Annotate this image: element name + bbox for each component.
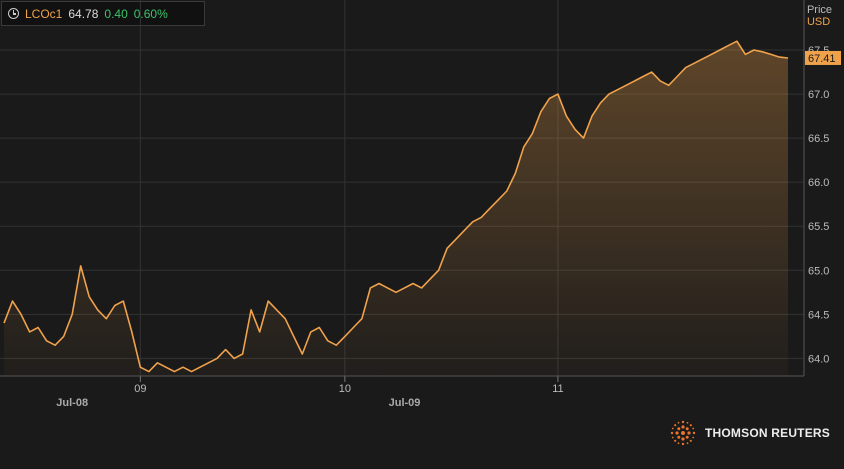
x-minor-tick-label: Jul-09	[389, 397, 421, 409]
y-tick-label: 65.0	[808, 265, 829, 277]
x-tick-label: 10	[339, 383, 351, 395]
y-tick-label: 65.5	[808, 221, 829, 233]
x-tick-label: 09	[134, 383, 146, 395]
reuters-dot-logo-icon	[670, 420, 696, 446]
currency-label: USD	[806, 16, 831, 28]
current-price-label: 67.41	[808, 53, 836, 65]
clock-icon	[8, 8, 19, 19]
y-tick-label: 67.0	[808, 89, 829, 101]
last-price: 64.78	[68, 6, 99, 21]
percent-change: 0.60%	[133, 6, 168, 21]
y-tick-label: 66.5	[808, 133, 829, 145]
y-tick-label: 64.5	[808, 309, 829, 321]
logo-text: THOMSON REUTERS	[704, 426, 830, 440]
y-tick-label: 64.0	[808, 353, 829, 365]
current-price-tag	[805, 50, 841, 65]
price-axis-header: Price USD	[807, 4, 832, 28]
price-change: 0.40	[104, 6, 128, 21]
price-line	[3, 40, 789, 373]
y-tick-label: 66.0	[808, 177, 829, 189]
ticker-box: LCOc1 64.78 0.40 0.60%	[1, 1, 205, 26]
ticker-symbol[interactable]: LCOc1	[25, 6, 63, 21]
x-minor-tick-label: Jul-08	[56, 397, 88, 409]
x-tick-label: 11	[552, 383, 563, 395]
price-area	[4, 41, 788, 376]
price-label: Price	[806, 4, 832, 16]
thomson-reuters-logo: THOMSON REUTERS	[669, 419, 830, 447]
